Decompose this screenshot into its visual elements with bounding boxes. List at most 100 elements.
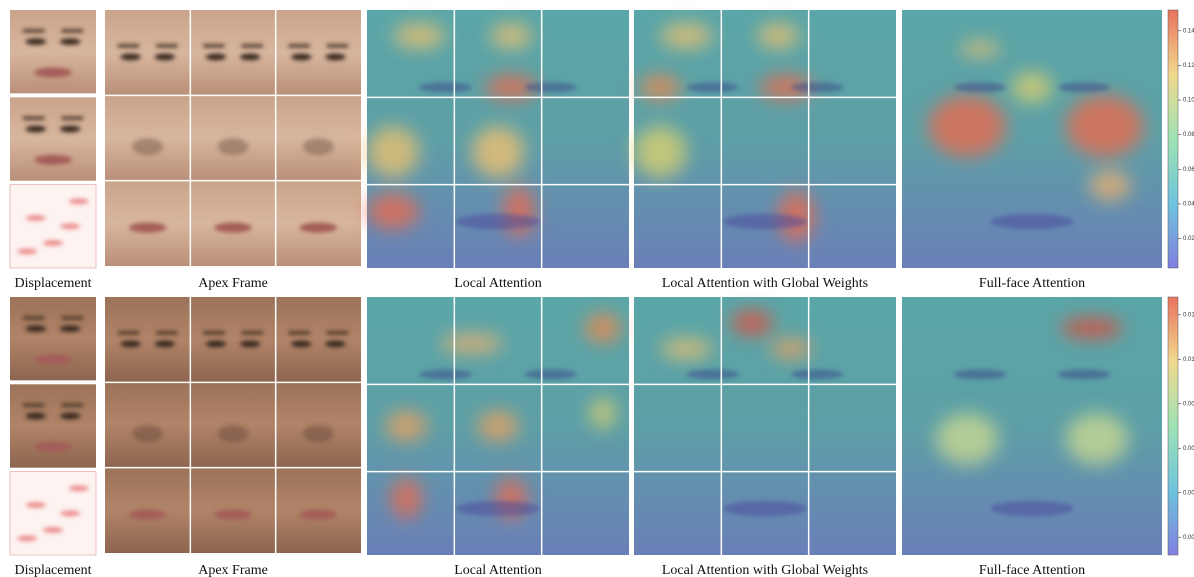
brow	[23, 29, 45, 32]
attention-blob	[936, 413, 998, 465]
attention-blob	[1061, 318, 1123, 339]
eye	[954, 369, 1006, 379]
brow	[23, 316, 45, 319]
colorbar-tick-label: 0.14	[1183, 28, 1194, 34]
eye	[240, 54, 260, 61]
eye	[25, 126, 46, 133]
mouth	[129, 509, 167, 519]
caption: Full-face Attention	[979, 563, 1085, 577]
mouth	[300, 222, 338, 232]
face-features	[303, 138, 334, 155]
eye	[120, 341, 140, 348]
eye	[325, 54, 345, 61]
face-features	[132, 138, 163, 155]
colorbar-tick-label: 0.04	[1183, 202, 1194, 208]
eye	[524, 82, 576, 92]
eye	[954, 82, 1006, 92]
nose	[303, 425, 334, 442]
eye	[419, 369, 471, 379]
attention-blob	[477, 411, 519, 442]
eye	[25, 413, 46, 420]
eye	[524, 369, 576, 379]
eye	[1058, 82, 1110, 92]
brow	[62, 117, 84, 120]
attention-blob	[959, 41, 1001, 56]
attention-blob	[393, 23, 445, 49]
caption: Apex Frame	[198, 563, 268, 577]
brow	[118, 44, 139, 47]
nose	[132, 425, 163, 442]
brow	[327, 44, 348, 47]
colorbar-tick-label: 0.006	[1183, 535, 1194, 541]
colorbar-tick-label: 0.010	[1183, 357, 1194, 363]
mouth	[34, 68, 72, 78]
brow	[118, 331, 139, 334]
eye	[60, 413, 81, 420]
caption: Local Attention	[454, 563, 541, 577]
face-photo	[190, 10, 275, 95]
colorbar-tick-label: 0.10	[1183, 98, 1194, 104]
attention-blob	[639, 75, 681, 101]
displacement-streak	[26, 502, 46, 508]
attention-blob	[472, 126, 524, 178]
brow	[23, 117, 45, 120]
displacement-streak	[26, 215, 46, 221]
eye	[154, 54, 174, 61]
brow	[288, 44, 309, 47]
eye	[60, 325, 81, 332]
mouth	[300, 509, 338, 519]
brow	[23, 404, 45, 407]
caption: Displacement	[15, 563, 92, 577]
nose	[218, 138, 249, 155]
face-photo	[10, 297, 96, 380]
colorbar-tick-label: 0.007	[1183, 490, 1194, 496]
caption: Full-face Attention	[979, 276, 1085, 291]
colorbar	[1168, 10, 1178, 268]
eye	[1058, 369, 1110, 379]
eye	[325, 341, 345, 348]
colorbar-tick-label: 0.08	[1183, 132, 1194, 138]
attention-blob	[1089, 170, 1131, 201]
face-photo	[190, 297, 275, 382]
brow	[156, 331, 177, 334]
face-photo	[276, 297, 361, 382]
attention-blob	[503, 185, 534, 237]
brow	[203, 44, 224, 47]
attention-blob	[367, 193, 419, 229]
face-photo	[276, 95, 361, 180]
mouth	[34, 442, 72, 452]
colorbar-tick-label: 0.06	[1183, 167, 1194, 173]
face-photo	[10, 10, 96, 93]
displacement-streak	[60, 510, 80, 516]
face-features	[300, 509, 338, 519]
mouth	[214, 222, 252, 232]
figure: Displacement Apex Frame Local Attention Loc…	[0, 0, 1194, 577]
mouth	[723, 214, 807, 229]
brow	[156, 44, 177, 47]
brow	[62, 29, 84, 32]
attention-blob	[584, 312, 621, 343]
face-features	[132, 425, 163, 442]
face-photo	[10, 384, 96, 467]
mouth	[129, 222, 167, 232]
face-features	[218, 425, 249, 442]
eye	[154, 341, 174, 348]
brow	[203, 331, 224, 334]
displacement-streak	[60, 223, 80, 229]
face-photo	[105, 10, 190, 95]
caption: Displacement	[15, 276, 92, 291]
face-photo	[105, 95, 190, 180]
colorbar-tick-label: 0.008	[1183, 446, 1194, 452]
colorbar	[1168, 297, 1178, 555]
attention-blob	[385, 411, 427, 442]
eye	[60, 126, 81, 133]
attention-blob	[367, 126, 419, 178]
face-features	[300, 222, 338, 232]
mouth	[990, 214, 1073, 229]
mouth	[990, 501, 1073, 516]
face-photo	[105, 297, 190, 382]
displacement-streak	[43, 240, 63, 246]
eye	[291, 341, 311, 348]
eye	[206, 341, 226, 348]
caption: Local Attention	[454, 276, 541, 291]
